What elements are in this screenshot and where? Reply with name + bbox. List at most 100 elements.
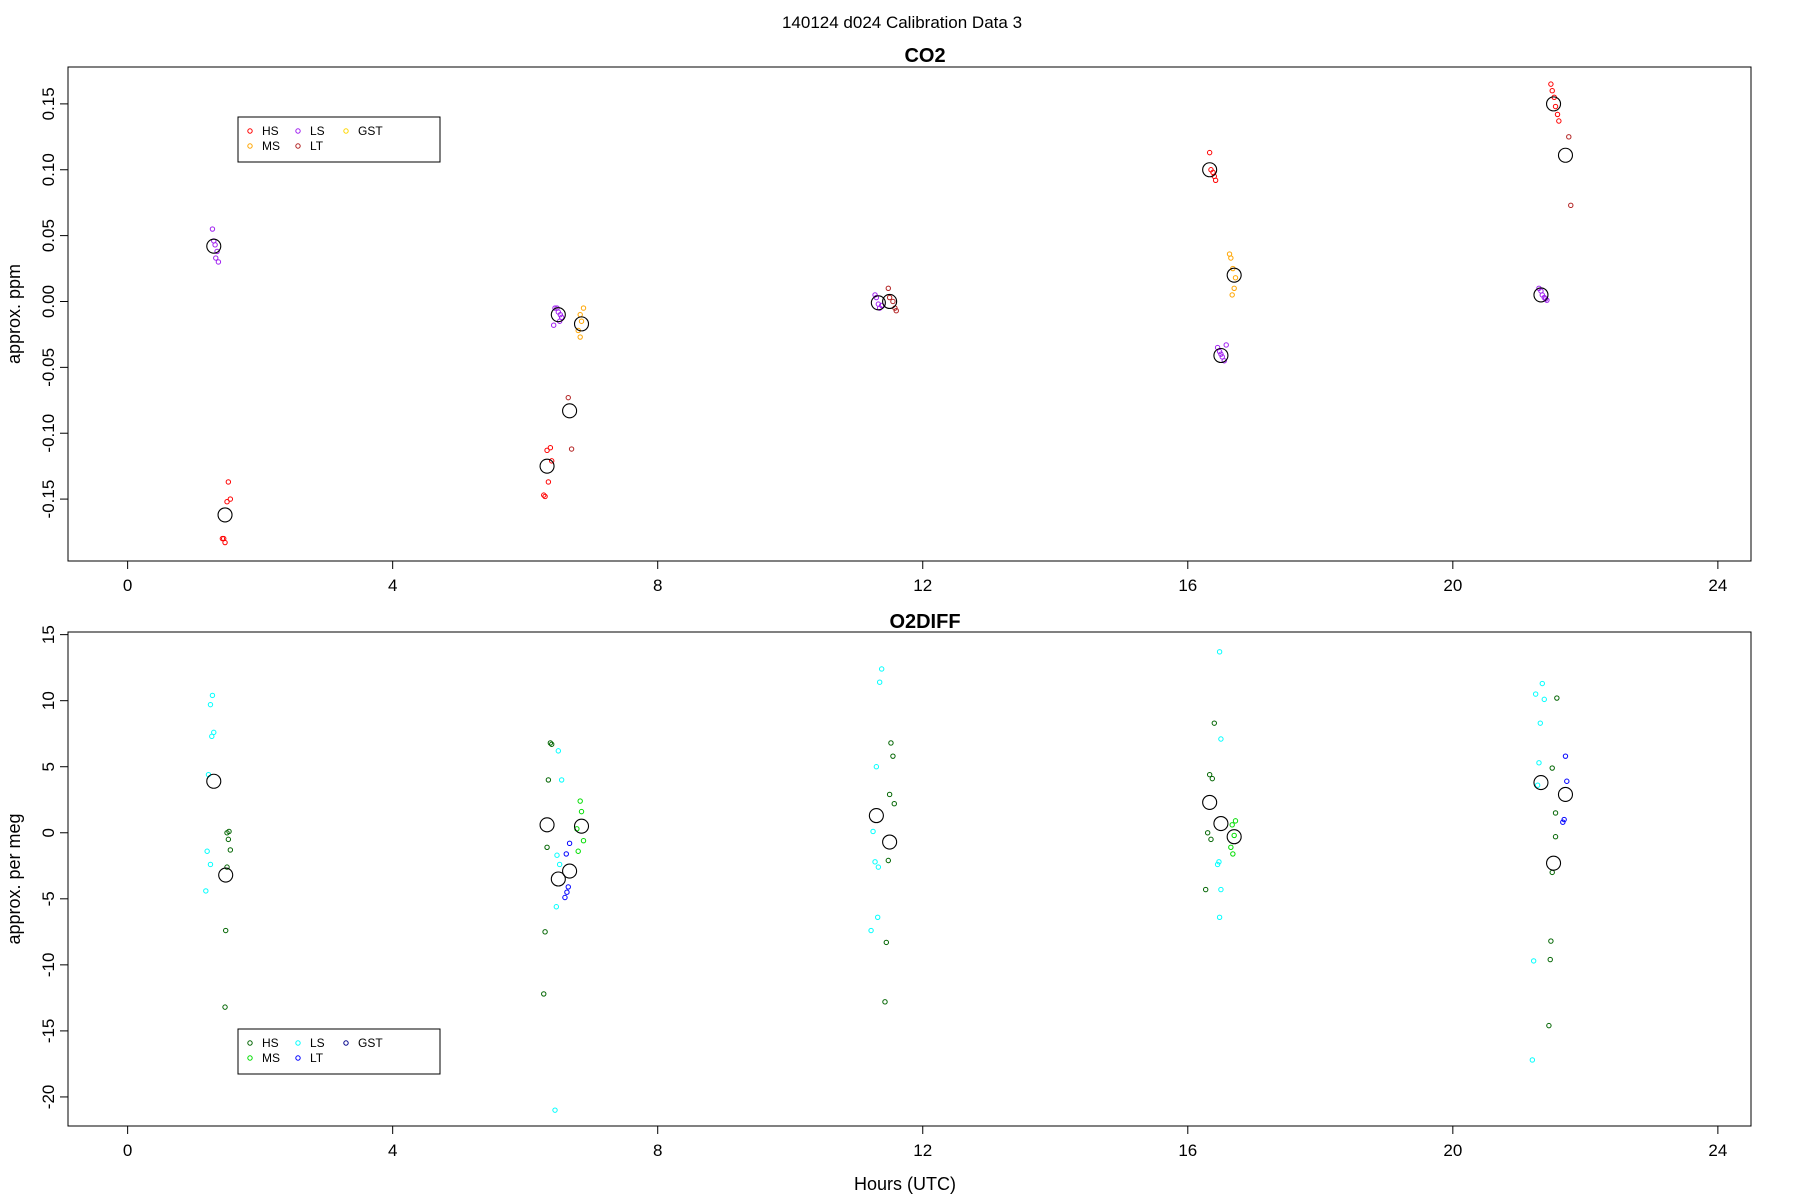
o2diff-point-hs (1209, 775, 1216, 782)
o2diff-point-hs (1549, 869, 1555, 876)
co2-mean-marker (882, 293, 898, 310)
co2-point-lt (886, 294, 893, 301)
o2diff-point-lt (1561, 816, 1567, 823)
co2-legend-box (237, 116, 441, 163)
co2-point-hs (1212, 177, 1219, 183)
co2-point-hs (227, 496, 234, 502)
o2diff-point-ls (1541, 696, 1547, 703)
o2diff-mean-marker (1226, 829, 1242, 845)
co2-legend-marker-ls (295, 128, 301, 134)
o2diff-point-hs (1211, 720, 1217, 726)
co2-y-tick-label: 0.10 (39, 153, 58, 186)
o2diff-point-hs (1548, 938, 1554, 944)
x-axis-label: Hours (UTC) (854, 1174, 956, 1194)
co2-point-ls (213, 255, 219, 261)
co2-point-ls (212, 242, 218, 248)
o2diff-point-hs (542, 929, 548, 935)
o2diff-point-ls (878, 666, 885, 672)
co2-point-ms (577, 334, 583, 340)
o2diff-point-ls (1532, 691, 1539, 697)
o2diff-point-hs (1547, 956, 1553, 963)
co2-point-lt (893, 308, 899, 314)
o2diff-point-hs (1554, 695, 1560, 701)
co2-point-hs (219, 535, 226, 542)
co2-point-ls (1216, 348, 1223, 355)
o2diff-point-hs (224, 830, 230, 836)
co2-panel: CO2 0 4 8 12 16 20 24 -0.15 -0.10 -0.05 0.00 0.05 0… (4, 45, 1752, 595)
co2-point-lt (1568, 202, 1574, 209)
co2-point-ls (1542, 296, 1549, 302)
co2-point-ls (1221, 358, 1227, 364)
o2diff-point-ls (872, 859, 878, 865)
co2-mean-marker (870, 295, 886, 311)
o2diff-point-ms (575, 848, 581, 854)
co2-point-ls (214, 248, 220, 255)
co2-point-ls (557, 311, 564, 318)
o2diff-legend-marker-hs (247, 1040, 253, 1046)
o2diff-point-lt (566, 840, 573, 847)
co2-point-lt (568, 446, 575, 452)
o2diff-point-hs (1202, 886, 1209, 893)
co2-y-tick-label: -0.05 (39, 348, 58, 387)
co2-means (206, 96, 1574, 523)
o2diff-point-lt (1560, 819, 1566, 825)
co2-point-ms (580, 305, 587, 311)
o2diff-y-tick-label: 0 (39, 828, 58, 837)
co2-point-hs (1206, 149, 1213, 156)
o2diff-point-hs (1204, 830, 1211, 836)
o2diff-point-ls (873, 764, 880, 770)
o2diff-point-hs (1546, 1022, 1552, 1029)
o2diff-legend-label-hs: HS (262, 1036, 279, 1050)
co2-point-hs (547, 445, 554, 451)
o2diff-mean-marker (1545, 855, 1562, 871)
o2diff-legend-marker-ms (247, 1055, 253, 1061)
o2diff-point-ls (558, 777, 565, 783)
co2-x-tick-label: 8 (653, 576, 662, 595)
o2diff-point-ls (1537, 720, 1543, 726)
o2diff-point-lt (565, 884, 571, 890)
o2diff-y-tick-label: 10 (39, 691, 58, 710)
co2-point-ls (1218, 351, 1224, 357)
co2-legend-label-ls: LS (310, 124, 325, 138)
co2-point-ls (215, 259, 222, 265)
co2-point-hs (544, 447, 550, 454)
o2diff-point-ls (1534, 782, 1541, 788)
co2-point-ms (1229, 292, 1235, 298)
o2diff-legend-label-gst: GST (358, 1036, 383, 1050)
co2-point-hs (1549, 88, 1555, 94)
co2-x-tick-label: 24 (1708, 576, 1727, 595)
co2-legend-label-gst: GST (358, 124, 383, 138)
o2diff-mean-marker (1557, 786, 1574, 803)
co2-point-hs (541, 492, 547, 498)
o2diff-legend-marker-ls (295, 1040, 301, 1046)
o2diff-mean-marker (218, 867, 234, 883)
co2-point-hs (1556, 118, 1562, 124)
o2diff-points (203, 649, 1570, 1113)
o2diff-point-hs (882, 999, 888, 1005)
o2diff-point-ms (1229, 822, 1235, 828)
co2-point-ms (578, 318, 585, 324)
co2-y-tick-label: 0.15 (39, 87, 58, 120)
co2-legend-label-lt: LT (310, 139, 324, 153)
o2diff-x-tick-label: 0 (123, 1141, 132, 1160)
o2diff-legend-label-ms: MS (262, 1051, 280, 1065)
o2diff-point-lt (564, 889, 570, 895)
o2diff-point-ls (1216, 914, 1223, 921)
o2diff-point-ls (874, 914, 881, 921)
co2-point-ms (1232, 275, 1239, 281)
o2diff-point-hs (886, 791, 893, 798)
o2diff-x-tick-label: 20 (1443, 1141, 1462, 1160)
o2diff-point-hs (224, 864, 230, 870)
co2-y-tick-label: -0.10 (39, 414, 58, 453)
o2diff-point-hs (222, 927, 229, 934)
co2-x-axis: 0 4 8 12 16 20 24 (123, 560, 1727, 595)
co2-point-hs (1548, 81, 1554, 87)
co2-point-hs (1552, 103, 1559, 110)
o2diff-point-ls (552, 1107, 558, 1113)
o2diff-y-label: approx. per meg (4, 813, 24, 944)
o2diff-point-hs (545, 777, 552, 783)
co2-mean-marker (206, 238, 222, 254)
co2-point-hs (548, 458, 555, 464)
co2-title: CO2 (904, 45, 945, 67)
